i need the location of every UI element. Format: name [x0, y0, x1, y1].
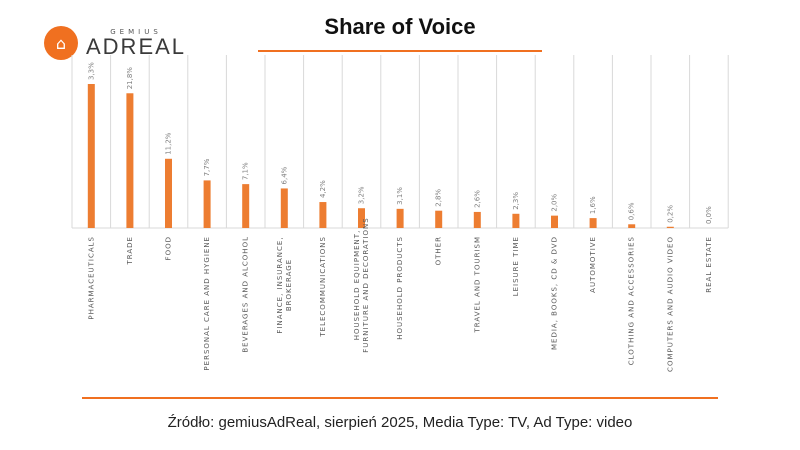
data-label: 21,8% — [126, 67, 134, 90]
category-label: TRADE — [126, 236, 134, 265]
data-label: 3,2% — [358, 186, 366, 204]
category-label: BROKERAGE — [285, 259, 293, 311]
bar — [319, 202, 327, 228]
page-title: Share of Voice — [324, 14, 476, 39]
title-underline — [258, 50, 542, 52]
logo: ⌂ GEMIUS ADREAL — [44, 26, 186, 60]
logo-big: ADREAL — [86, 33, 187, 59]
source-note: Źródło: gemiusAdReal, sierpień 2025, Med… — [167, 414, 633, 431]
data-label: 2,0% — [551, 194, 559, 212]
category-label: MEDIA, BOOKS, CD & DVD — [551, 236, 559, 350]
category-label: TELECOMMUNICATIONS — [319, 236, 327, 338]
category-label: LEISURE TIME — [512, 236, 520, 296]
binoculars-icon: ⌂ — [44, 26, 78, 60]
bar — [512, 213, 520, 228]
bar-chart: 3,3% PHARMACEUTICALS 21,8% TRADE 11,2% FOOD 7,… — [71, 55, 729, 372]
data-label: 0,0% — [705, 206, 713, 224]
bar — [358, 208, 365, 228]
category-label: TRAVEL AND TOURISM — [473, 236, 481, 334]
data-label: 11,2% — [165, 132, 173, 155]
category-label: REAL ESTATE — [705, 236, 713, 293]
category-label: FOOD — [165, 236, 173, 260]
data-label: 3,3% — [87, 62, 95, 80]
data-label: 1,6% — [589, 196, 597, 214]
category-label: FURNITURE AND DECORATIONS — [362, 217, 370, 352]
category-label: OTHER — [435, 236, 443, 265]
category-label: CLOTHING AND ACCESSORIES — [628, 236, 636, 365]
data-label: 7,7% — [203, 158, 211, 176]
data-label: 7,1% — [242, 162, 250, 180]
bar — [551, 215, 558, 228]
bar — [242, 184, 250, 228]
data-label: 2,6% — [473, 190, 481, 208]
category-label: FINANCE, INSURANCE, — [276, 236, 284, 333]
data-label: 0,2% — [666, 205, 674, 223]
category-label: HOUSEHOLD EQUIPMENT, — [353, 230, 361, 341]
category-label: PERSONAL CARE AND HYGIENE — [203, 236, 211, 371]
bar — [589, 218, 597, 228]
bar — [87, 84, 95, 228]
bar — [628, 224, 636, 228]
divider — [82, 397, 718, 399]
bar — [165, 158, 172, 228]
data-label: 4,2% — [319, 180, 327, 198]
bar — [473, 211, 481, 228]
category-label: AUTOMOTIVE — [589, 236, 597, 293]
data-label: 2,3% — [512, 192, 520, 210]
data-label: 0,6% — [628, 202, 636, 220]
category-label: HOUSEHOLD PRODUCTS — [396, 236, 404, 340]
data-label: 6,4% — [280, 166, 288, 184]
bar — [126, 93, 134, 228]
category-label: COMPUTERS AND AUDIO VIDEO — [666, 236, 674, 372]
bar — [396, 208, 404, 228]
bar — [203, 180, 211, 228]
category-label: PHARMACEUTICALS — [87, 236, 95, 320]
bar — [280, 188, 288, 228]
logo-small: GEMIUS — [110, 27, 162, 36]
bar — [666, 226, 674, 228]
data-label: 3,1% — [396, 187, 404, 205]
category-label: BEVERAGES AND ALCOHOL — [242, 236, 250, 353]
bar — [435, 210, 443, 228]
data-label: 2,8% — [435, 189, 443, 207]
